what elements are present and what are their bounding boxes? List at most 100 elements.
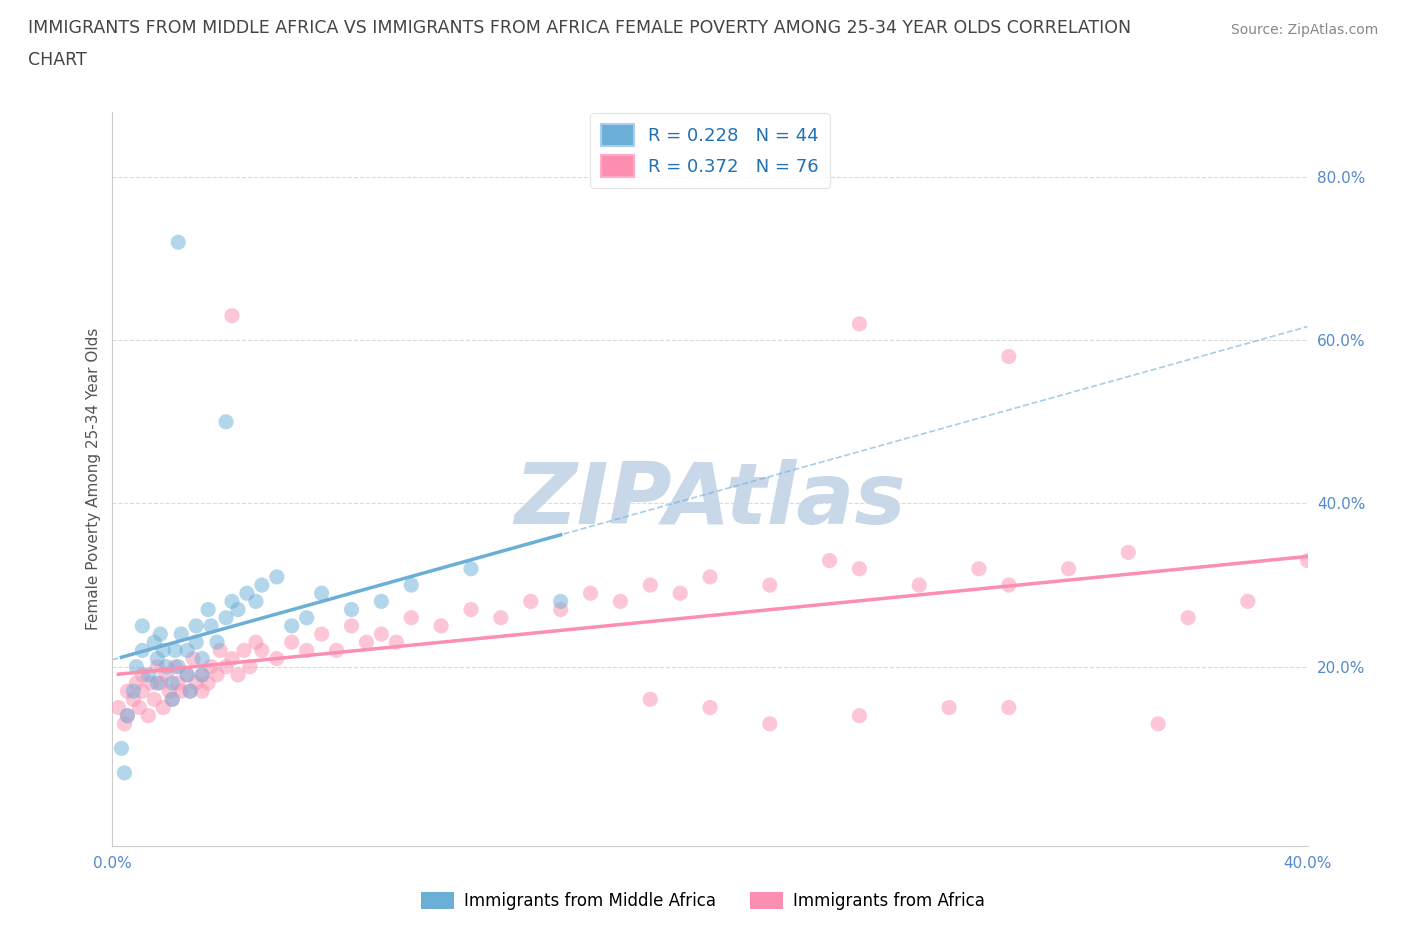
Point (1118, 545, 1140, 560)
Point (186, 675, 208, 690)
Point (146, 651, 169, 666)
Point (179, 684, 201, 698)
Point (191, 684, 214, 698)
Point (209, 643, 232, 658)
Point (131, 618, 153, 633)
Point (579, 586, 602, 601)
Point (550, 602, 572, 617)
Point (186, 635, 208, 650)
Point (176, 668, 198, 683)
Point (281, 618, 304, 633)
Point (340, 618, 363, 633)
Point (430, 618, 453, 633)
Point (1147, 716, 1170, 731)
Point (848, 316, 870, 331)
Point (152, 643, 174, 658)
Point (117, 709, 139, 724)
Point (131, 668, 153, 683)
Point (1057, 562, 1080, 577)
Text: IMMIGRANTS FROM MIDDLE AFRICA VS IMMIGRANTS FROM AFRICA FEMALE POVERTY AMONG 25-: IMMIGRANTS FROM MIDDLE AFRICA VS IMMIGRA… (28, 19, 1132, 36)
Point (162, 692, 183, 707)
Point (281, 635, 304, 650)
Point (385, 635, 408, 650)
Point (215, 659, 238, 674)
Point (125, 659, 148, 674)
Point (520, 594, 543, 609)
Point (191, 651, 214, 666)
Point (908, 578, 931, 592)
Point (197, 675, 219, 690)
Point (759, 716, 782, 731)
Point (149, 627, 172, 642)
Point (266, 651, 288, 666)
Point (1237, 594, 1260, 609)
Point (186, 618, 208, 633)
Point (162, 675, 183, 690)
Point (138, 668, 160, 683)
Text: Source: ZipAtlas.com: Source: ZipAtlas.com (1230, 23, 1378, 37)
Point (176, 668, 198, 683)
Point (370, 627, 392, 642)
Point (401, 610, 423, 625)
Point (200, 618, 222, 633)
Point (848, 562, 870, 577)
Point (640, 692, 662, 707)
Point (370, 594, 392, 609)
Point (1177, 610, 1199, 625)
Point (401, 578, 423, 592)
Point (967, 562, 990, 577)
Point (143, 692, 166, 707)
Point (122, 684, 145, 698)
Point (205, 668, 228, 683)
Point (191, 668, 214, 683)
Point (550, 594, 572, 609)
Point (170, 684, 193, 698)
Point (205, 635, 228, 650)
Point (221, 308, 243, 323)
Point (295, 610, 318, 625)
Point (609, 594, 631, 609)
Legend: R = 0.228   N = 44, R = 0.372   N = 76: R = 0.228 N = 44, R = 0.372 N = 76 (591, 113, 830, 188)
Point (215, 610, 238, 625)
Text: CHART: CHART (28, 51, 87, 69)
Point (295, 643, 318, 658)
Point (114, 716, 135, 731)
Point (179, 684, 201, 698)
Point (356, 635, 378, 650)
Point (239, 659, 262, 674)
Point (669, 586, 692, 601)
Point (197, 602, 219, 617)
Point (146, 659, 169, 674)
Point (221, 594, 243, 609)
Point (122, 692, 145, 707)
Point (699, 569, 721, 584)
Point (152, 700, 174, 715)
Point (155, 659, 177, 674)
Point (138, 709, 160, 724)
Point (215, 415, 238, 430)
Point (489, 610, 512, 625)
Point (226, 602, 249, 617)
Point (998, 700, 1021, 715)
Point (818, 553, 841, 568)
Point (226, 668, 249, 683)
Point (117, 709, 139, 724)
Point (250, 643, 273, 658)
Point (340, 602, 363, 617)
Point (157, 684, 180, 698)
Point (155, 668, 177, 683)
Point (165, 659, 187, 674)
Point (699, 700, 721, 715)
Point (107, 700, 129, 715)
Point (125, 675, 148, 690)
Point (181, 651, 204, 666)
Point (141, 675, 163, 690)
Text: ZIPAtlas: ZIPAtlas (515, 459, 905, 542)
Point (170, 627, 193, 642)
Point (759, 578, 782, 592)
Point (167, 659, 190, 674)
Point (325, 643, 347, 658)
Point (117, 684, 139, 698)
Point (245, 635, 267, 650)
Point (848, 709, 870, 724)
